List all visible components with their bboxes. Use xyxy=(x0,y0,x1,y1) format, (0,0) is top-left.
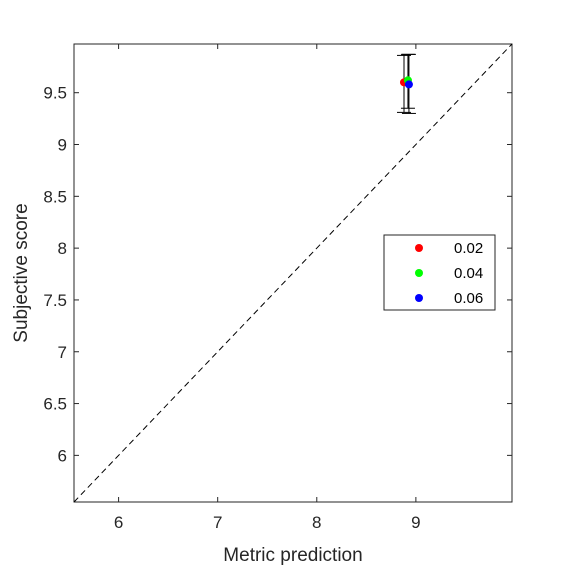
y-tick-label: 7.5 xyxy=(43,291,67,310)
x-tick-label: 9 xyxy=(411,513,420,532)
legend-box xyxy=(383,234,496,311)
reference-line xyxy=(73,43,513,503)
y-tick-label: 7 xyxy=(58,343,67,362)
x-tick-label: 6 xyxy=(114,513,123,532)
ticks-layer: 6 7 8 9 6 6.5 7 7.5 8 8.5 9 9.5 xyxy=(43,44,512,532)
x-tick-label: 8 xyxy=(312,513,321,532)
y-tick-label: 8 xyxy=(58,239,67,258)
legend-marker xyxy=(415,294,423,302)
x-axis-label: Metric prediction xyxy=(223,545,362,566)
y-tick-label: 8.5 xyxy=(43,187,67,206)
data-layer xyxy=(396,53,416,114)
y-tick-label: 6 xyxy=(58,446,67,465)
reference-line-layer xyxy=(73,43,513,503)
legend-marker xyxy=(415,244,423,252)
x-tick-label: 7 xyxy=(213,513,222,532)
legend-label: 0.02 xyxy=(454,240,483,257)
y-tick-label: 6.5 xyxy=(43,395,67,414)
y-axis-label: Subjective score xyxy=(11,203,32,342)
y-tick-label: 9 xyxy=(58,136,67,155)
legend: 0.02 0.04 0.06 xyxy=(383,234,496,311)
data-point xyxy=(404,80,413,89)
legend-label: 0.04 xyxy=(454,265,483,282)
legend-label: 0.06 xyxy=(454,290,483,307)
legend-marker xyxy=(415,269,423,277)
y-tick-label: 9.5 xyxy=(43,84,67,103)
